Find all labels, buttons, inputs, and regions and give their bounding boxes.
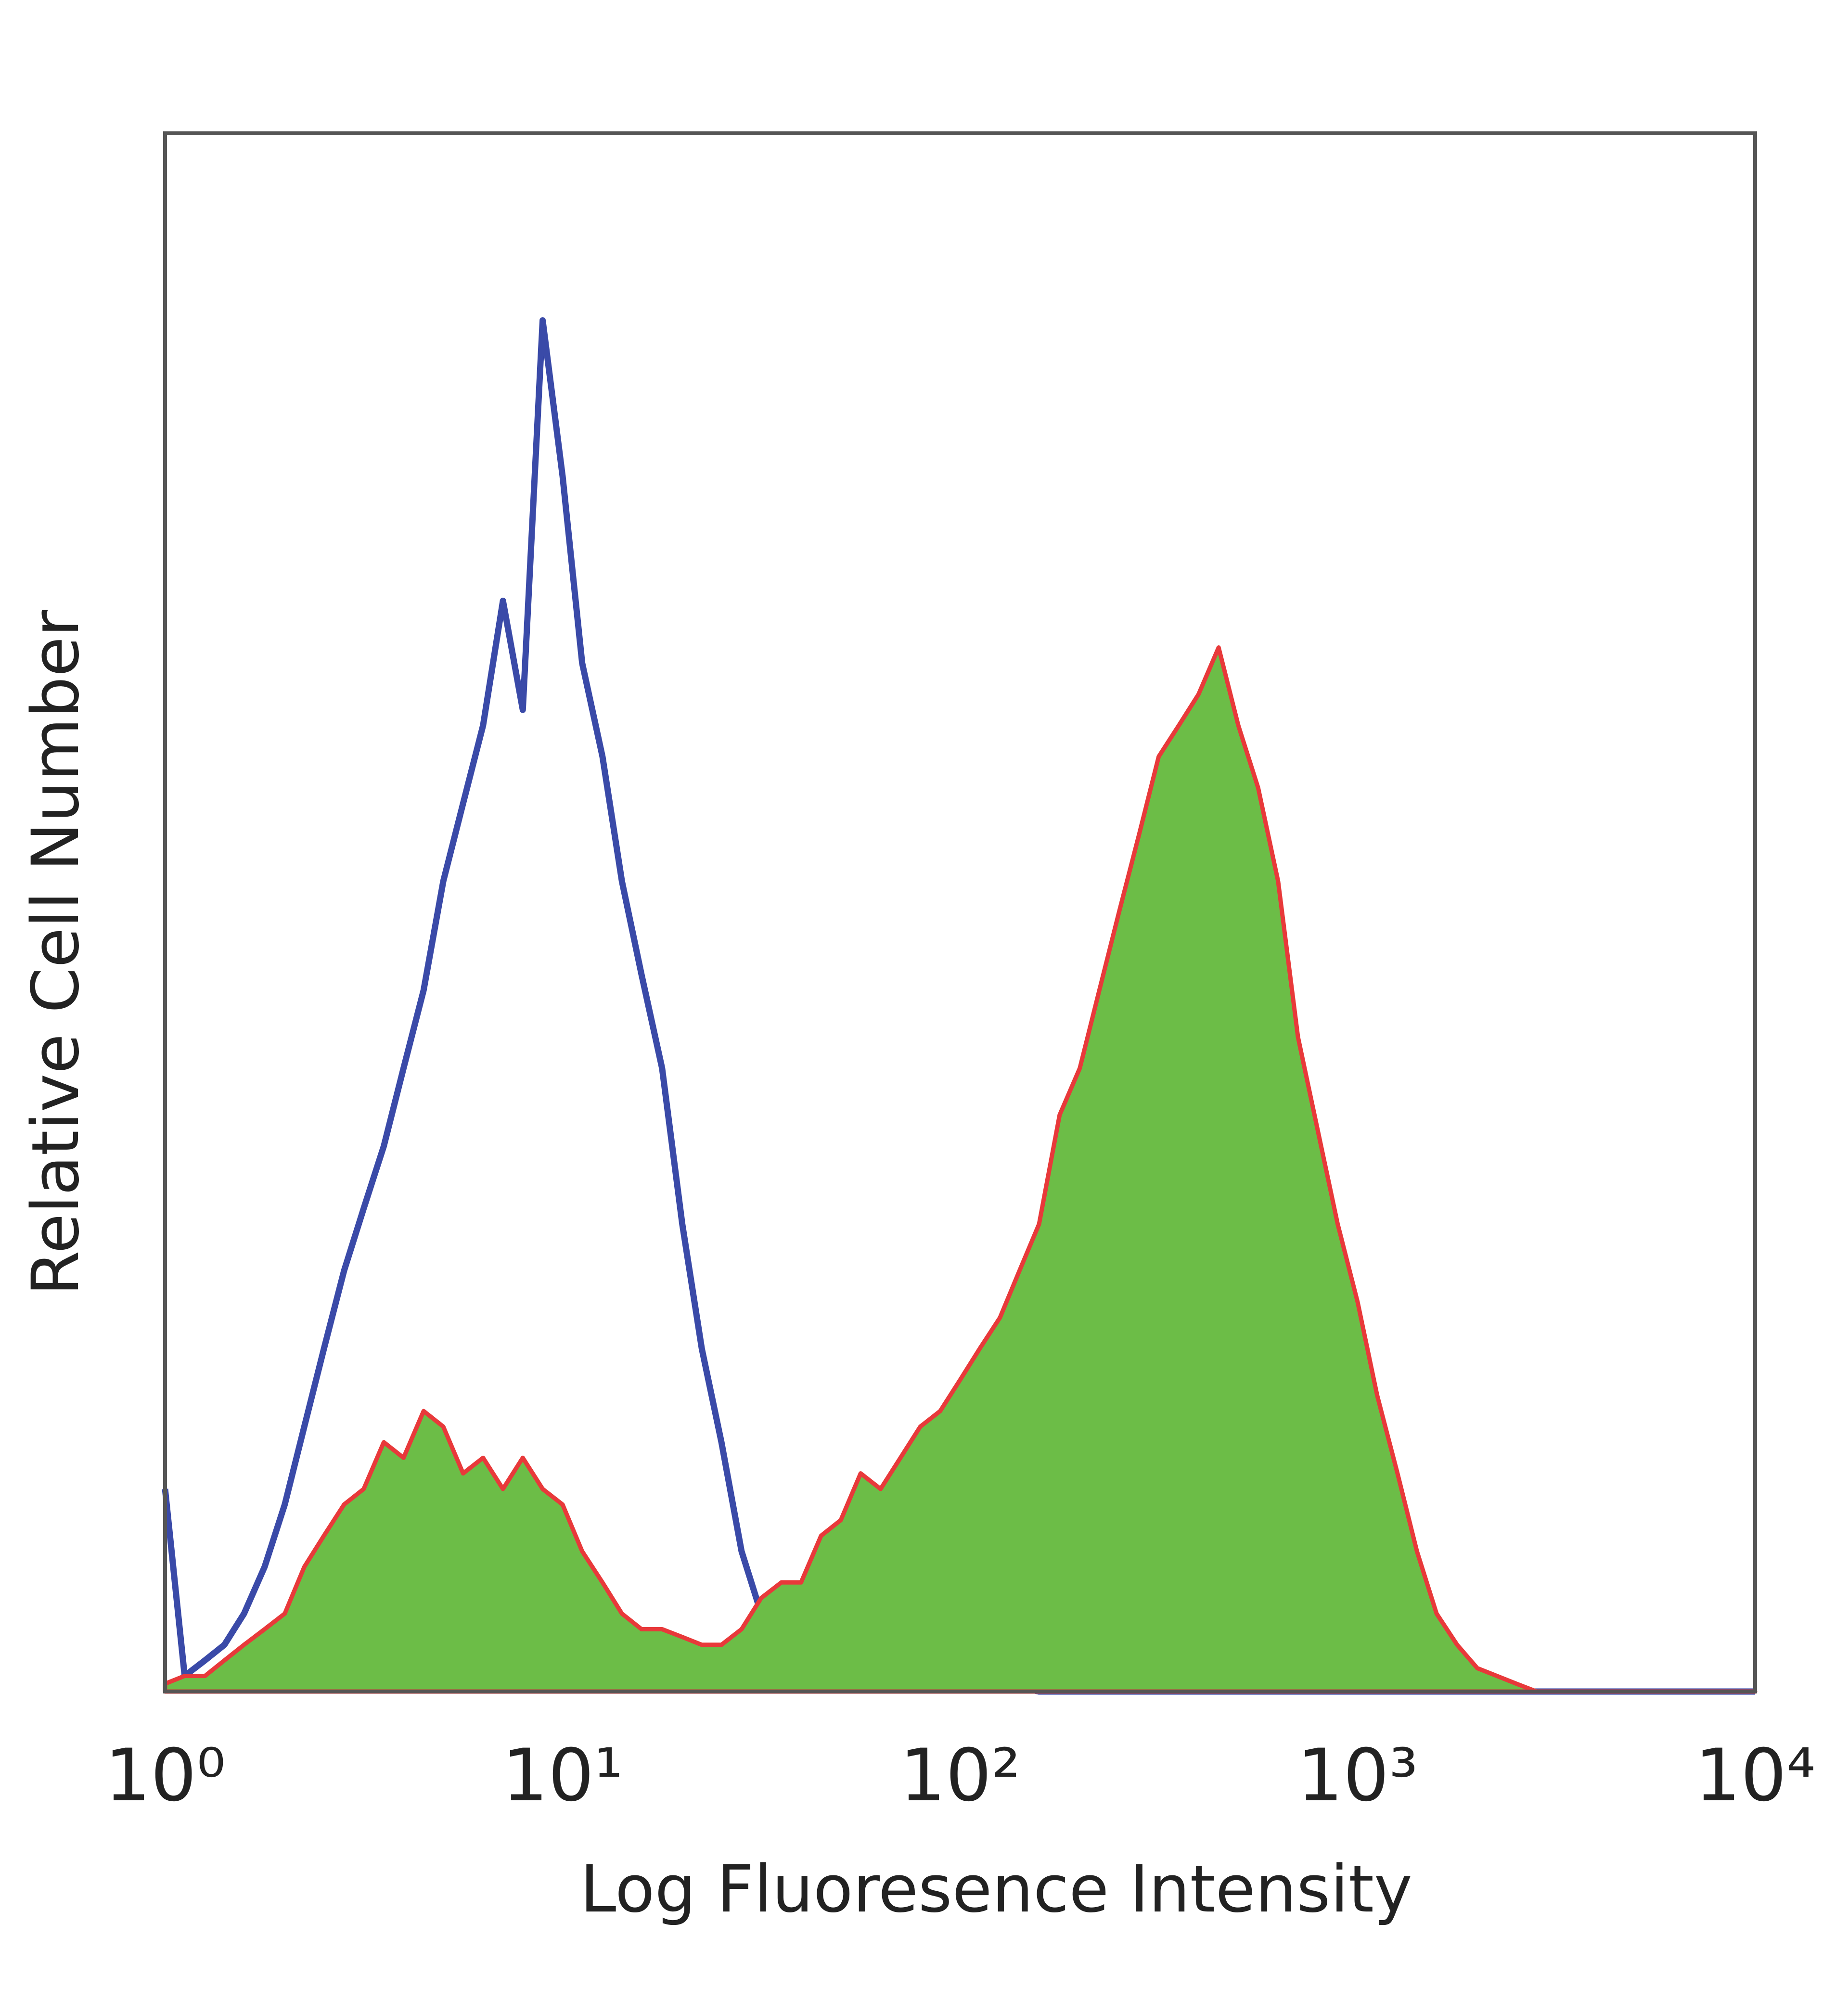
x-tick-label: 10³ <box>1297 1734 1418 1818</box>
plot-frame <box>163 131 1757 1693</box>
x-axis-label: Log Fluoresence Intensity <box>580 1851 1412 1927</box>
histogram-area <box>163 645 1758 1694</box>
x-tick-label: 10⁰ <box>104 1734 225 1818</box>
x-tick-label: 10⁴ <box>1694 1734 1815 1818</box>
y-axis-label: Relative Cell Number <box>18 610 93 1295</box>
x-tick-label: 10² <box>899 1734 1020 1818</box>
x-tick-label: 10¹ <box>502 1734 623 1818</box>
